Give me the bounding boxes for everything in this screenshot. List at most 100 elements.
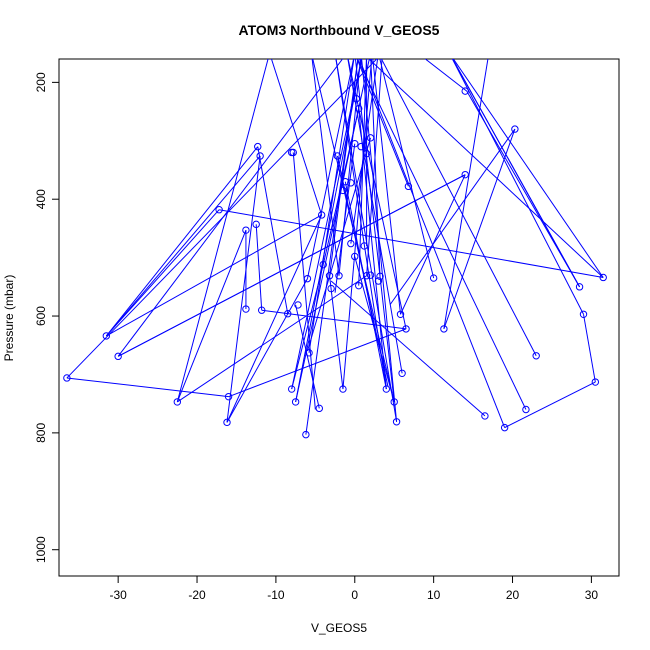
series-segment [308, 59, 355, 353]
x-tick-label: 10 [427, 588, 441, 602]
y-tick-label: 200 [34, 72, 48, 92]
series-segment [106, 214, 322, 337]
series-segment [443, 128, 516, 330]
series-segment [466, 90, 580, 288]
series-segment [329, 275, 344, 390]
data-point [63, 374, 71, 382]
series-segment [105, 146, 259, 337]
series-segment [105, 209, 220, 337]
data-point [352, 95, 361, 103]
series-segment [443, 59, 489, 329]
series-segment [255, 224, 263, 311]
series-segment [295, 59, 363, 403]
series-segment [105, 155, 261, 337]
data-point [287, 385, 296, 393]
data-point [351, 140, 359, 148]
data-point [341, 177, 350, 186]
data-point [347, 179, 355, 187]
series-segment [66, 59, 378, 379]
series-segment [358, 59, 367, 286]
series-segment [295, 304, 320, 409]
data-point [591, 378, 600, 386]
series-segment [342, 59, 373, 390]
data-point [325, 272, 334, 280]
series-segment [379, 59, 435, 279]
series-segment [306, 59, 355, 279]
data-point [440, 325, 448, 333]
data-point [355, 281, 363, 290]
data-point [404, 182, 413, 191]
data-point [287, 148, 296, 157]
series-segment [292, 152, 316, 410]
data-point [396, 310, 405, 318]
data-point [215, 206, 223, 214]
data-point [339, 186, 347, 195]
data-point [284, 310, 292, 318]
series-segment [334, 143, 356, 293]
data-point [256, 152, 264, 160]
series-segment [117, 174, 466, 357]
series-segment [257, 146, 289, 314]
data-point [302, 430, 310, 439]
series-segment [380, 59, 537, 356]
data-point [366, 271, 375, 279]
series-segment [330, 280, 486, 417]
data-point [366, 134, 375, 142]
data-point [461, 87, 469, 95]
series-segment [452, 59, 604, 278]
series-segment [504, 381, 596, 429]
data-point [500, 423, 509, 432]
data-point [252, 220, 260, 229]
data-point [102, 332, 111, 340]
data-point [402, 325, 410, 333]
y-tick-label: 800 [34, 423, 48, 443]
series-segment [306, 137, 372, 352]
data-point [223, 418, 231, 427]
x-tick-label: 20 [506, 588, 520, 602]
data-point [392, 418, 401, 426]
data-point [351, 252, 359, 261]
data-point [305, 349, 313, 357]
series-segment [583, 314, 596, 383]
data-point [575, 283, 584, 291]
series-segment [350, 59, 379, 244]
data-point [339, 385, 347, 393]
series-segment [354, 59, 395, 402]
series-segment [336, 155, 389, 387]
series-segment [226, 155, 261, 423]
data-point [522, 405, 530, 414]
data-point [481, 412, 489, 420]
series-segment [451, 59, 584, 315]
series-segment [219, 209, 604, 278]
data-point [291, 398, 300, 406]
y-tick-label: 1000 [34, 536, 48, 563]
x-tick-label: -30 [109, 588, 127, 602]
data-point [294, 301, 302, 309]
plot-frame [58, 58, 620, 577]
data-point [347, 239, 355, 248]
series-segment [177, 275, 367, 403]
series-segment [366, 59, 383, 276]
series-segment [295, 59, 370, 403]
series-segment [357, 59, 527, 410]
y-axis-label: Pressure (mbar) [2, 275, 16, 362]
x-tick-label: 0 [351, 588, 358, 602]
data-point [390, 398, 398, 406]
series-segment [452, 59, 581, 288]
data-point [258, 306, 266, 314]
y-tick-label: 400 [34, 189, 48, 209]
data-point [429, 274, 438, 282]
x-tick-label: -10 [267, 588, 285, 602]
series-segment [372, 59, 402, 315]
series-segment [368, 59, 604, 278]
series-segment [226, 278, 308, 423]
data-point [355, 104, 363, 113]
series-segment [117, 59, 344, 357]
data-point [532, 352, 540, 360]
data-point [360, 242, 368, 250]
chart-title: ATOM3 Northbound V_GEOS5 [239, 22, 440, 38]
y-tick-label: 600 [34, 306, 48, 326]
data-point [242, 226, 250, 234]
series-segment [270, 59, 323, 216]
